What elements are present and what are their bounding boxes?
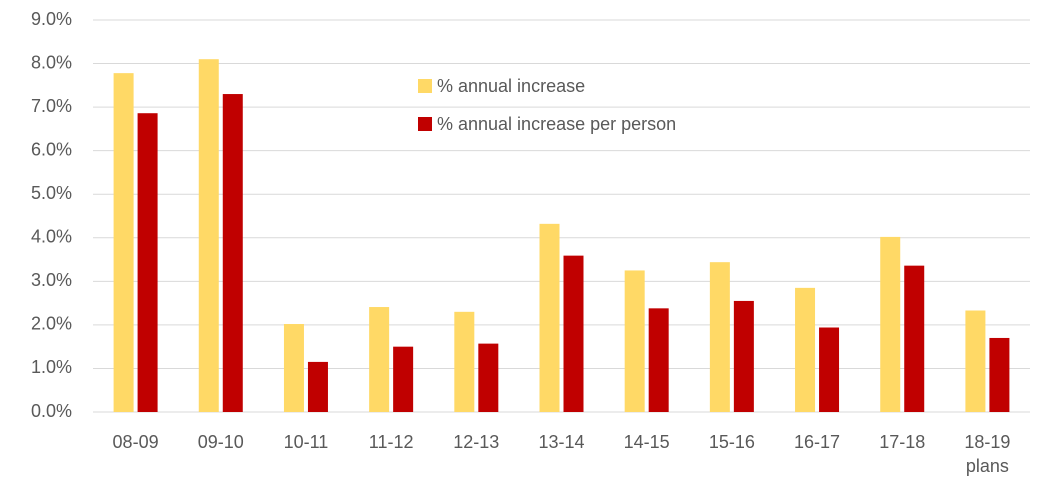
bar [113, 73, 134, 412]
bar [198, 59, 219, 412]
bar [989, 337, 1010, 412]
bar [733, 300, 754, 412]
bar [624, 270, 645, 412]
x-tick-label: 08-09 [112, 432, 159, 452]
legend-label: % annual increase [437, 76, 585, 96]
bar [539, 223, 560, 412]
bar [222, 94, 243, 413]
y-tick-label: 0.0% [31, 401, 72, 421]
bar [393, 346, 414, 412]
bar [563, 255, 584, 412]
bar [965, 310, 986, 412]
y-tick-label: 6.0% [31, 139, 72, 159]
y-tick-label: 1.0% [31, 357, 72, 377]
x-tick-label: 17-18 [879, 432, 926, 452]
bar [369, 307, 390, 412]
legend-swatch [418, 117, 432, 131]
bar [819, 327, 840, 412]
x-tick-label: 12-13 [453, 432, 500, 452]
y-tick-label: 4.0% [31, 227, 72, 247]
x-tick-label: 11-12 [368, 432, 414, 452]
x-tick-label: 09-10 [197, 432, 244, 452]
legend-label: % annual increase per person [437, 114, 676, 134]
bar [880, 236, 901, 412]
bar [904, 265, 925, 412]
x-tick-label: 13-14 [538, 432, 585, 452]
y-tick-label: 9.0% [31, 9, 72, 29]
y-tick-label: 8.0% [31, 52, 72, 72]
x-tick-label: 14-15 [623, 432, 670, 452]
y-tick-label: 2.0% [31, 314, 72, 334]
bar [283, 324, 304, 412]
x-tick-label: 16-17 [794, 432, 841, 452]
legend-swatch [418, 79, 432, 93]
bar [478, 343, 499, 412]
bar [795, 287, 816, 412]
bar [454, 311, 475, 412]
bar [307, 361, 328, 412]
y-tick-label: 7.0% [31, 96, 72, 116]
bar [709, 262, 730, 412]
y-tick-label: 3.0% [31, 270, 72, 290]
x-tick-label: 10-11 [283, 432, 329, 452]
bar [648, 308, 669, 412]
x-tick-label: 18-19 plans [964, 432, 1011, 476]
bar [137, 113, 158, 412]
x-tick-label: 15-16 [708, 432, 755, 452]
y-tick-label: 5.0% [31, 183, 72, 203]
